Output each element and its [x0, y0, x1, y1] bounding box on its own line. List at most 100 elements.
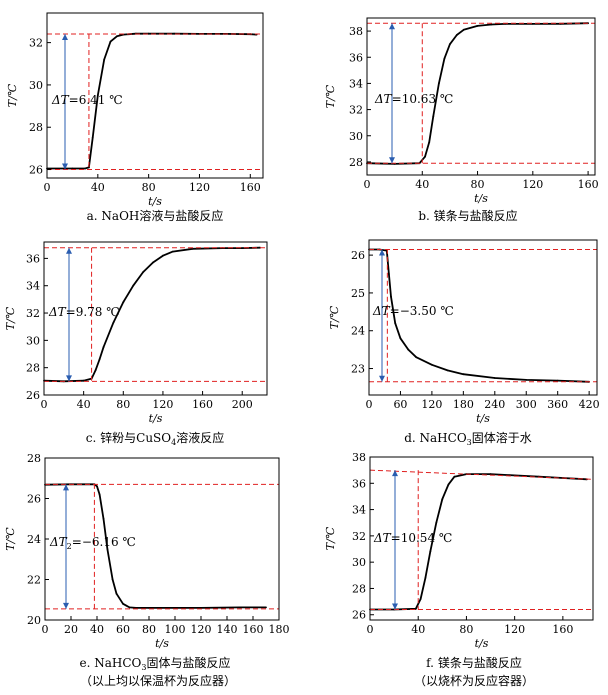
data-point	[394, 322, 397, 325]
caption-e-line2: （以上均以保温杯为反应器）	[80, 673, 236, 688]
y-tick-label: 30	[352, 556, 366, 569]
data-point	[462, 373, 465, 376]
x-tick-label: 40	[91, 181, 105, 194]
delta-t-annotation: ΔT=10.63 ℃	[374, 92, 453, 106]
data-point	[191, 247, 194, 250]
delta-arrow-head-top	[392, 470, 398, 477]
axes-group: 0 40 80 120 160 200 26 28 30 32 34 36 t/s T/℃	[4, 241, 268, 425]
y-tick-label: 26	[26, 389, 40, 402]
x-tick-label: 160	[552, 623, 573, 636]
x-tick-label: 160	[192, 398, 213, 411]
data-point	[390, 295, 392, 298]
data-point	[111, 578, 114, 581]
delta-t-annotation: ΔT=10.54 ℃	[373, 531, 452, 545]
y-tick-label: 22	[27, 574, 41, 587]
series-line	[370, 473, 588, 611]
data-point	[414, 607, 417, 610]
delta-t-annotation: ΔT=9.78 ℃	[48, 305, 120, 319]
x-tick-label: 0	[44, 181, 51, 194]
plot-frame	[369, 456, 594, 621]
y-tick-label: 26	[27, 493, 41, 506]
panel-b: ΔT=10.63 ℃ 0 40 80 120 160 28 30 32 34 36 38 t/s T/℃…	[324, 17, 599, 223]
data-point	[388, 273, 390, 275]
data-point	[142, 271, 145, 273]
delta-arrow-head-top	[66, 247, 72, 254]
y-tick-label: 32	[349, 104, 363, 117]
caption-e-part-1: e. NaHCO	[80, 656, 142, 670]
data-point	[102, 346, 105, 349]
x-tick-label: 120	[189, 181, 210, 194]
data-point	[431, 363, 433, 366]
data-point	[103, 58, 106, 61]
delta-t-subscript: 2	[67, 542, 72, 551]
axes-group: 0 40 80 120 160 26 28 30 32 t/s T/℃	[6, 12, 264, 208]
data-point	[147, 32, 150, 35]
delta-arrow-head-top	[63, 602, 69, 609]
series-line	[369, 248, 590, 383]
x-tick-label: 120	[421, 398, 442, 411]
y-tick-label: 32	[26, 307, 40, 320]
guide-group: ΔT=10.54 ℃	[369, 469, 594, 610]
guide-group: ΔT2=−6.16 ℃	[45, 483, 279, 610]
data-point	[424, 577, 427, 579]
data-point	[122, 301, 125, 303]
data-point	[441, 498, 444, 500]
x-tick-label: 40	[77, 398, 91, 411]
caption-d-part-1: d. NaHCO	[404, 431, 467, 445]
data-point	[102, 517, 105, 520]
delta-t-annotation: ΔT=−3.50 ℃	[372, 304, 454, 318]
caption-f-line2: （以烧杯为反应容器）	[414, 673, 534, 688]
data-point	[489, 473, 492, 475]
x-axis-label: t/s	[475, 637, 489, 650]
delta-t-value: =−6.16 ℃	[72, 535, 136, 549]
caption-a: a. NaOH溶液与盐酸反应	[87, 208, 224, 223]
y-axis-label: T/℃	[328, 305, 341, 329]
data-point	[490, 23, 493, 26]
panel-f: ΔT=10.54 ℃ 0 40 80 120 160 26 28 30 32 34 36 38 t/s T…	[324, 451, 594, 688]
delta-arrow-head-bottom	[389, 157, 395, 164]
data-point	[71, 167, 74, 170]
data-point	[112, 321, 115, 324]
data-point	[200, 607, 202, 609]
plot-frame	[43, 241, 268, 396]
caption-c-part-1: c. 锌粉与CuSO	[86, 431, 171, 445]
data-point	[122, 602, 124, 605]
plot-frame	[368, 239, 598, 396]
delta-arrow-head-bottom	[62, 163, 68, 170]
y-tick-label: 36	[26, 252, 40, 265]
data-point	[399, 337, 402, 340]
x-axis-label: t/s	[476, 412, 490, 425]
data-point	[407, 348, 410, 351]
delta-arrow-head-bottom	[392, 603, 398, 610]
x-tick-label: 300	[516, 398, 537, 411]
y-tick-label: 26	[351, 249, 365, 262]
data-point	[429, 550, 432, 553]
y-tick-label: 30	[29, 79, 43, 92]
delta-t-value: =10.54 ℃	[391, 531, 453, 545]
data-point	[94, 369, 97, 372]
data-point	[88, 166, 90, 169]
plot-frame	[366, 17, 596, 176]
data-point	[171, 250, 174, 253]
x-axis-label: t/s	[149, 412, 163, 425]
x-tick-label: 60	[393, 398, 407, 411]
data-point	[531, 23, 534, 25]
data-point	[438, 82, 440, 85]
data-point	[432, 115, 435, 117]
data-point	[476, 25, 479, 27]
data-point	[128, 606, 131, 609]
data-point	[152, 261, 154, 264]
caption-d: d. NaHCO3固体溶于水	[404, 430, 532, 447]
caption-e-subscript: 3	[141, 663, 146, 672]
axes-group: 0 40 80 120 160 28 30 32 34 36 38 t/s T/℃	[324, 17, 599, 205]
caption-b: b. 镁条与盐酸反应	[418, 208, 517, 223]
data-point	[174, 607, 176, 609]
panel-e: ΔT2=−6.16 ℃ 0 20 40 60 80 100 120 140 160 1802022…	[4, 452, 290, 688]
y-tick-label: 32	[352, 530, 366, 543]
x-tick-label: 80	[142, 623, 156, 636]
data-point	[135, 607, 137, 609]
axes-group: 0 60 120 180 240 300 360 420 23 24 25 26 t/s T/℃	[328, 239, 600, 425]
data-point	[106, 548, 109, 550]
